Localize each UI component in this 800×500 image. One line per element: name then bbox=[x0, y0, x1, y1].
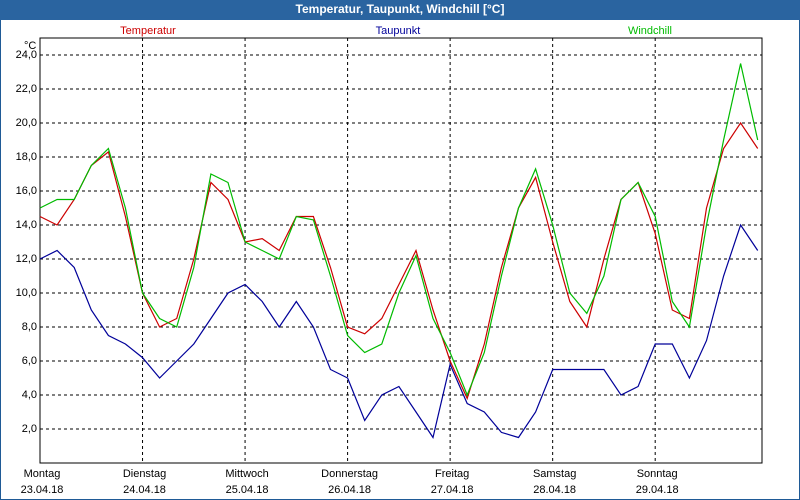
y-tick-label: 6,0 bbox=[22, 355, 37, 367]
line-series bbox=[39, 223, 759, 439]
y-axis-label: °C bbox=[24, 40, 36, 52]
x-tick-label: Montag bbox=[24, 468, 61, 480]
title-bar bbox=[0, 0, 800, 20]
x-tick-date: 25.04.18 bbox=[226, 484, 269, 496]
y-tick-label: 24,0 bbox=[16, 49, 37, 61]
y-tick-label: 20,0 bbox=[16, 117, 37, 129]
y-tick-label: 10,0 bbox=[16, 287, 37, 299]
y-tick-label: 2,0 bbox=[22, 423, 37, 435]
y-tick-label: 14,0 bbox=[16, 219, 37, 231]
x-tick-date: 24.04.18 bbox=[123, 484, 166, 496]
legend-entry: Taupunkt bbox=[376, 25, 421, 37]
x-tick-label: Sonntag bbox=[637, 468, 678, 480]
x-tick-label: Samstag bbox=[533, 468, 576, 480]
y-tick-label: 18,0 bbox=[16, 151, 37, 163]
y-tick-label: 12,0 bbox=[16, 253, 37, 265]
x-tick-label: Dienstag bbox=[123, 468, 166, 480]
line-series bbox=[39, 63, 759, 397]
x-tick-label: Donnerstag bbox=[321, 468, 378, 480]
plot-area bbox=[39, 37, 763, 464]
x-tick-date: 29.04.18 bbox=[636, 484, 679, 496]
y-tick-label: 22,0 bbox=[16, 83, 37, 95]
legend-entry: Windchill bbox=[628, 25, 672, 37]
x-tick-label: Freitag bbox=[435, 468, 469, 480]
x-tick-date: 23.04.18 bbox=[21, 484, 64, 496]
y-tick-label: 16,0 bbox=[16, 185, 37, 197]
legend-entry: Temperatur bbox=[120, 25, 176, 37]
x-tick-date: 27.04.18 bbox=[431, 484, 474, 496]
x-tick-date: 28.04.18 bbox=[533, 484, 576, 496]
y-tick-label: 4,0 bbox=[22, 389, 37, 401]
x-tick-label: Mittwoch bbox=[225, 468, 268, 480]
chart-title: Temperatur, Taupunkt, Windchill [°C] bbox=[296, 2, 505, 16]
x-tick-date: 26.04.18 bbox=[328, 484, 371, 496]
y-tick-label: 8,0 bbox=[22, 321, 37, 333]
